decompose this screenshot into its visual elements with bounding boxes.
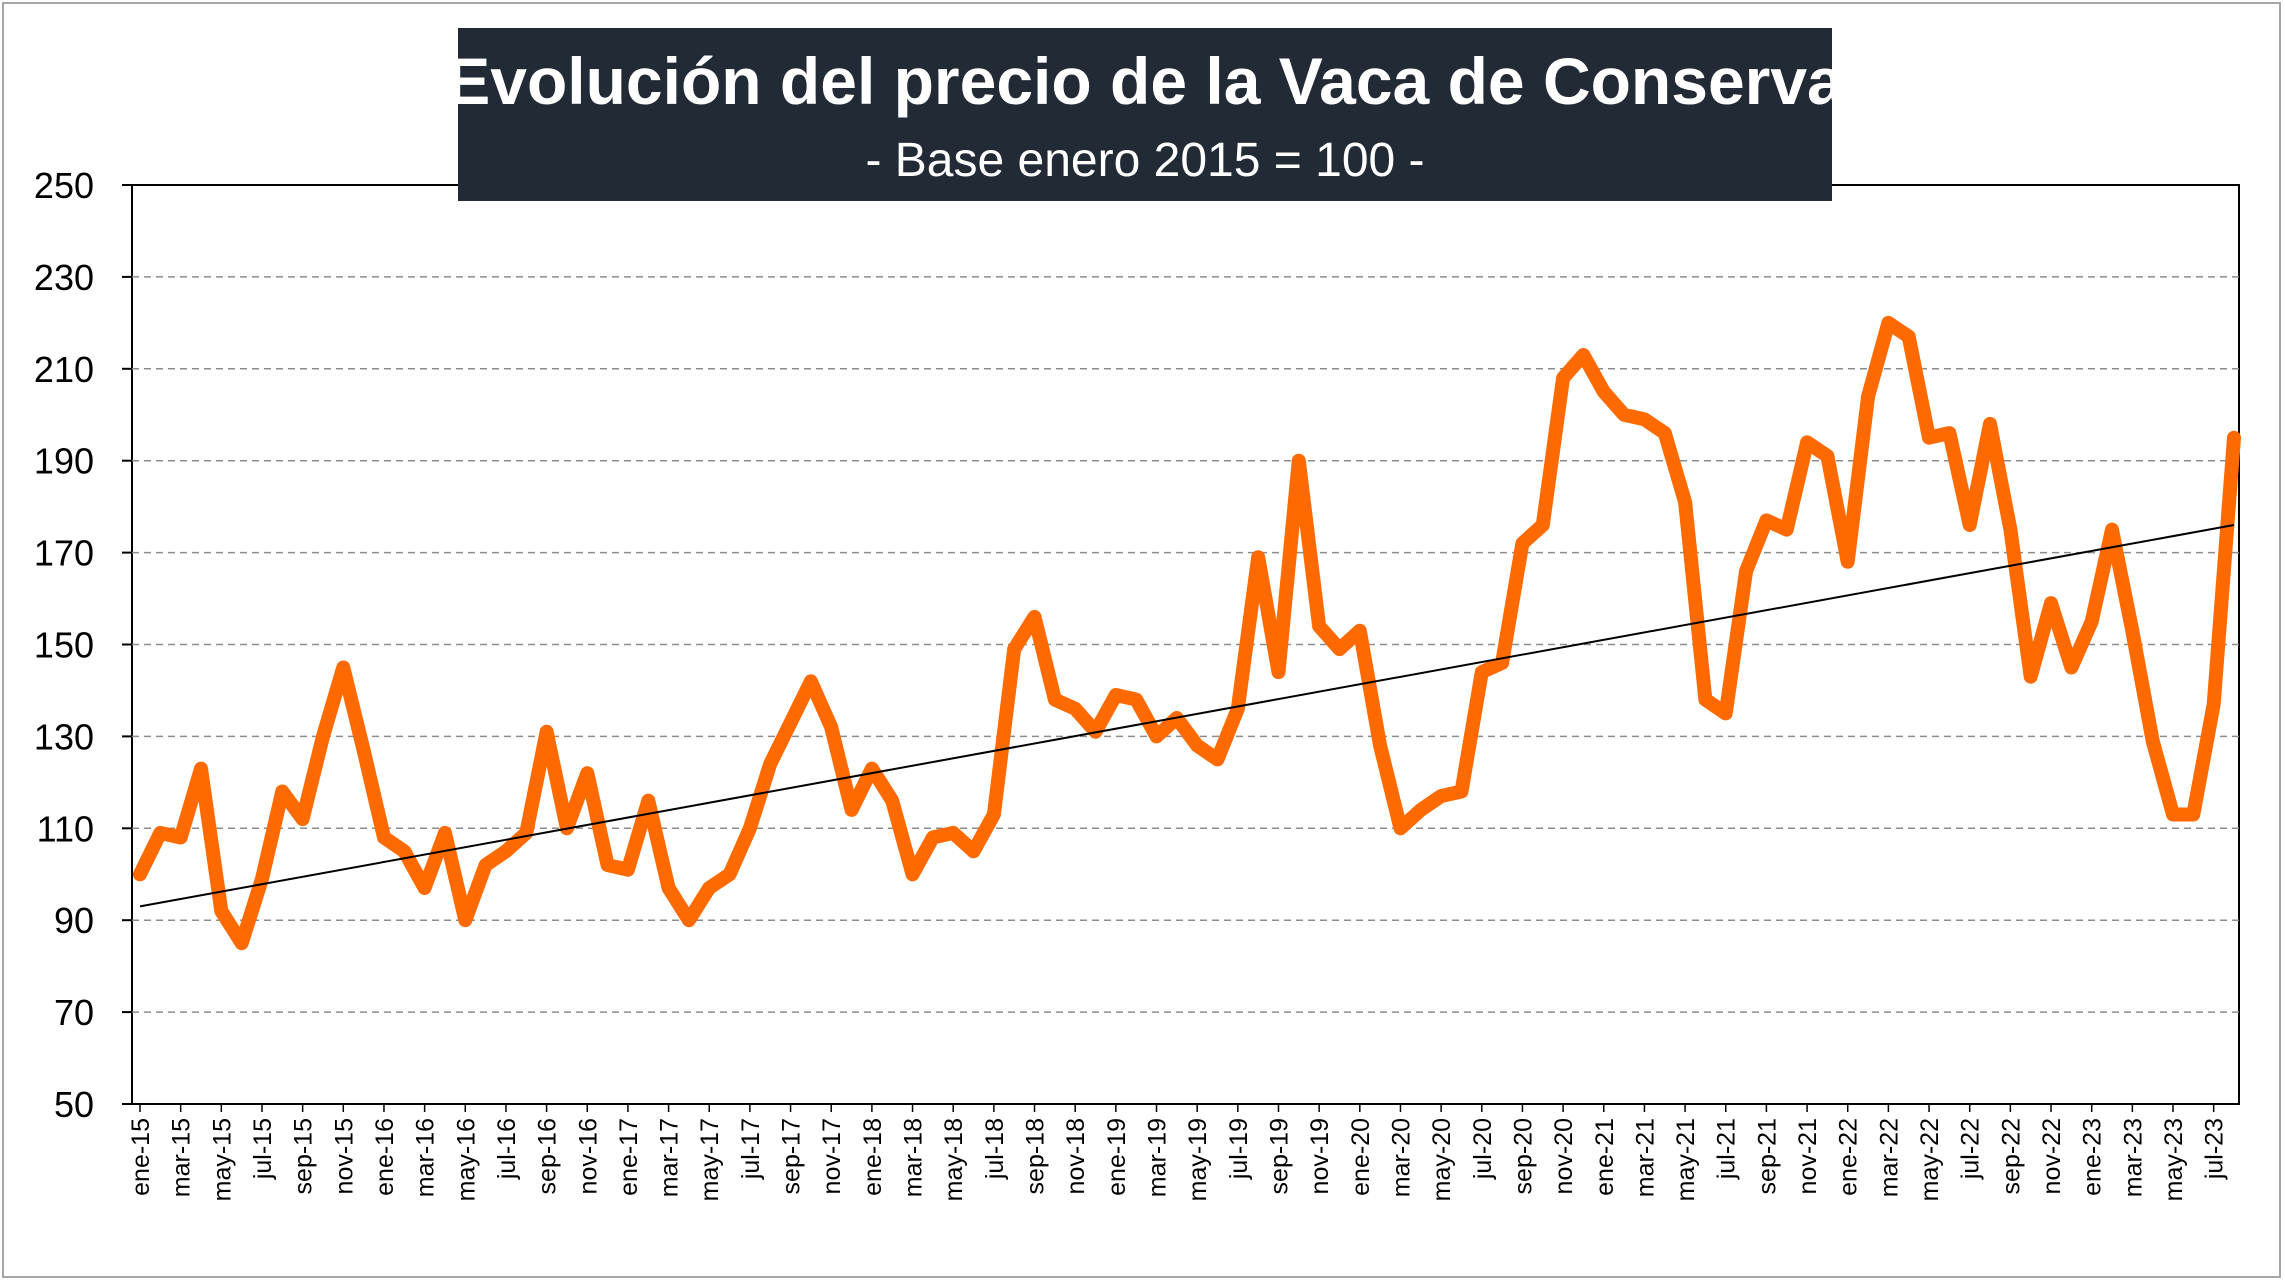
x-tick-label: jul-22 bbox=[1957, 1118, 1985, 1180]
x-tick-label: nov-22 bbox=[2038, 1118, 2066, 1194]
x-tick-label: jul-15 bbox=[249, 1118, 277, 1180]
x-tick-label: sep-20 bbox=[1509, 1118, 1537, 1194]
y-tick-label: 250 bbox=[34, 165, 94, 206]
x-tick-label: sep-16 bbox=[534, 1118, 562, 1194]
x-tick-label: nov-20 bbox=[1550, 1118, 1578, 1194]
x-tick-label: may-17 bbox=[696, 1118, 724, 1201]
x-tick-label: mar-22 bbox=[1875, 1118, 1903, 1197]
x-tick-label: may-23 bbox=[2160, 1118, 2188, 1201]
y-tick-label: 70 bbox=[54, 992, 94, 1033]
x-tick-label: may-16 bbox=[452, 1118, 480, 1201]
x-tick-label: ene-21 bbox=[1591, 1118, 1619, 1196]
y-tick-label: 150 bbox=[34, 625, 94, 666]
x-tick-label: mar-16 bbox=[412, 1118, 440, 1197]
y-tick-label: 130 bbox=[34, 716, 94, 757]
x-tick-label: may-21 bbox=[1672, 1118, 1700, 1201]
x-tick-label: mar-18 bbox=[900, 1118, 928, 1197]
x-tick-label: nov-17 bbox=[818, 1118, 846, 1194]
x-tick-label: sep-21 bbox=[1753, 1118, 1781, 1194]
x-tick-label: mar-17 bbox=[656, 1118, 684, 1197]
y-tick-label: 170 bbox=[34, 533, 94, 574]
x-tick-label: nov-18 bbox=[1062, 1118, 1090, 1194]
x-tick-label: jul-21 bbox=[1713, 1118, 1741, 1180]
x-tick-label: sep-15 bbox=[290, 1118, 318, 1194]
x-tick-label: ene-15 bbox=[127, 1118, 155, 1196]
trend-layer bbox=[139, 524, 2235, 908]
y-tick-label: 190 bbox=[34, 441, 94, 482]
x-tick-label: may-18 bbox=[940, 1118, 968, 1201]
line-chart: 250 230 210 190 170 150 130 110 90 70 50 ene-15 mar… bbox=[34, 28, 2241, 1201]
x-tick-label: mar-19 bbox=[1144, 1118, 1172, 1197]
chart-title: Evolución del precio de la Vaca de Conse… bbox=[446, 44, 1845, 118]
x-tick-label: nov-15 bbox=[330, 1118, 358, 1194]
y-tick-label: 50 bbox=[54, 1084, 94, 1125]
y-axis-ticks: 250 230 210 190 170 150 130 110 90 70 50 bbox=[34, 165, 132, 1125]
x-tick-label: may-19 bbox=[1184, 1118, 1212, 1201]
grid-lines bbox=[132, 276, 2239, 1013]
x-tick-label: jul-19 bbox=[1225, 1118, 1253, 1180]
title-background bbox=[458, 28, 1832, 201]
x-tick-label: may-20 bbox=[1428, 1118, 1456, 1201]
y-tick-label: 90 bbox=[54, 900, 94, 941]
x-tick-label: mar-15 bbox=[168, 1118, 196, 1197]
x-tick-label: sep-19 bbox=[1265, 1118, 1293, 1194]
chart-title-box: Evolución del precio de la Vaca de Conse… bbox=[446, 28, 1845, 201]
x-tick-label: jul-23 bbox=[2201, 1118, 2229, 1180]
x-tick-label: sep-17 bbox=[778, 1118, 806, 1194]
x-tick-label: nov-21 bbox=[1794, 1118, 1822, 1194]
y-tick-label: 230 bbox=[34, 257, 94, 298]
x-tick-label: jul-18 bbox=[981, 1118, 1009, 1180]
chart-subtitle: - Base enero 2015 = 100 - bbox=[865, 134, 1424, 187]
trend-line bbox=[139, 524, 2235, 908]
x-tick-label: ene-16 bbox=[371, 1118, 399, 1196]
x-tick-label: mar-20 bbox=[1387, 1118, 1415, 1197]
x-tick-label: mar-21 bbox=[1631, 1118, 1659, 1197]
series-layer bbox=[133, 315, 2241, 951]
y-tick-label: 210 bbox=[34, 349, 94, 390]
x-tick-label: ene-20 bbox=[1347, 1118, 1375, 1196]
x-tick-label: sep-18 bbox=[1022, 1118, 1050, 1194]
x-tick-label: nov-19 bbox=[1306, 1118, 1334, 1194]
x-tick-label: ene-17 bbox=[615, 1118, 643, 1196]
x-tick-label: ene-19 bbox=[1103, 1118, 1131, 1196]
y-tick-label: 110 bbox=[37, 808, 94, 849]
x-tick-label: jul-17 bbox=[737, 1118, 765, 1180]
x-tick-label: ene-23 bbox=[2079, 1118, 2107, 1196]
x-tick-label: may-15 bbox=[208, 1118, 236, 1201]
x-tick-label: nov-16 bbox=[574, 1118, 602, 1194]
x-tick-label: sep-22 bbox=[1997, 1118, 2025, 1194]
x-axis-ticks: ene-15 mar-15 may-15 jul-15 sep-15 nov-15 ene-… bbox=[127, 1104, 2229, 1201]
x-tick-label: may-22 bbox=[1916, 1118, 1944, 1201]
x-tick-label: ene-22 bbox=[1835, 1118, 1863, 1196]
series-line-0 bbox=[133, 315, 2241, 951]
x-tick-label: jul-16 bbox=[493, 1118, 521, 1180]
x-tick-label: ene-18 bbox=[859, 1118, 887, 1196]
x-tick-label: jul-20 bbox=[1469, 1118, 1497, 1180]
x-tick-label: mar-23 bbox=[2119, 1118, 2147, 1197]
